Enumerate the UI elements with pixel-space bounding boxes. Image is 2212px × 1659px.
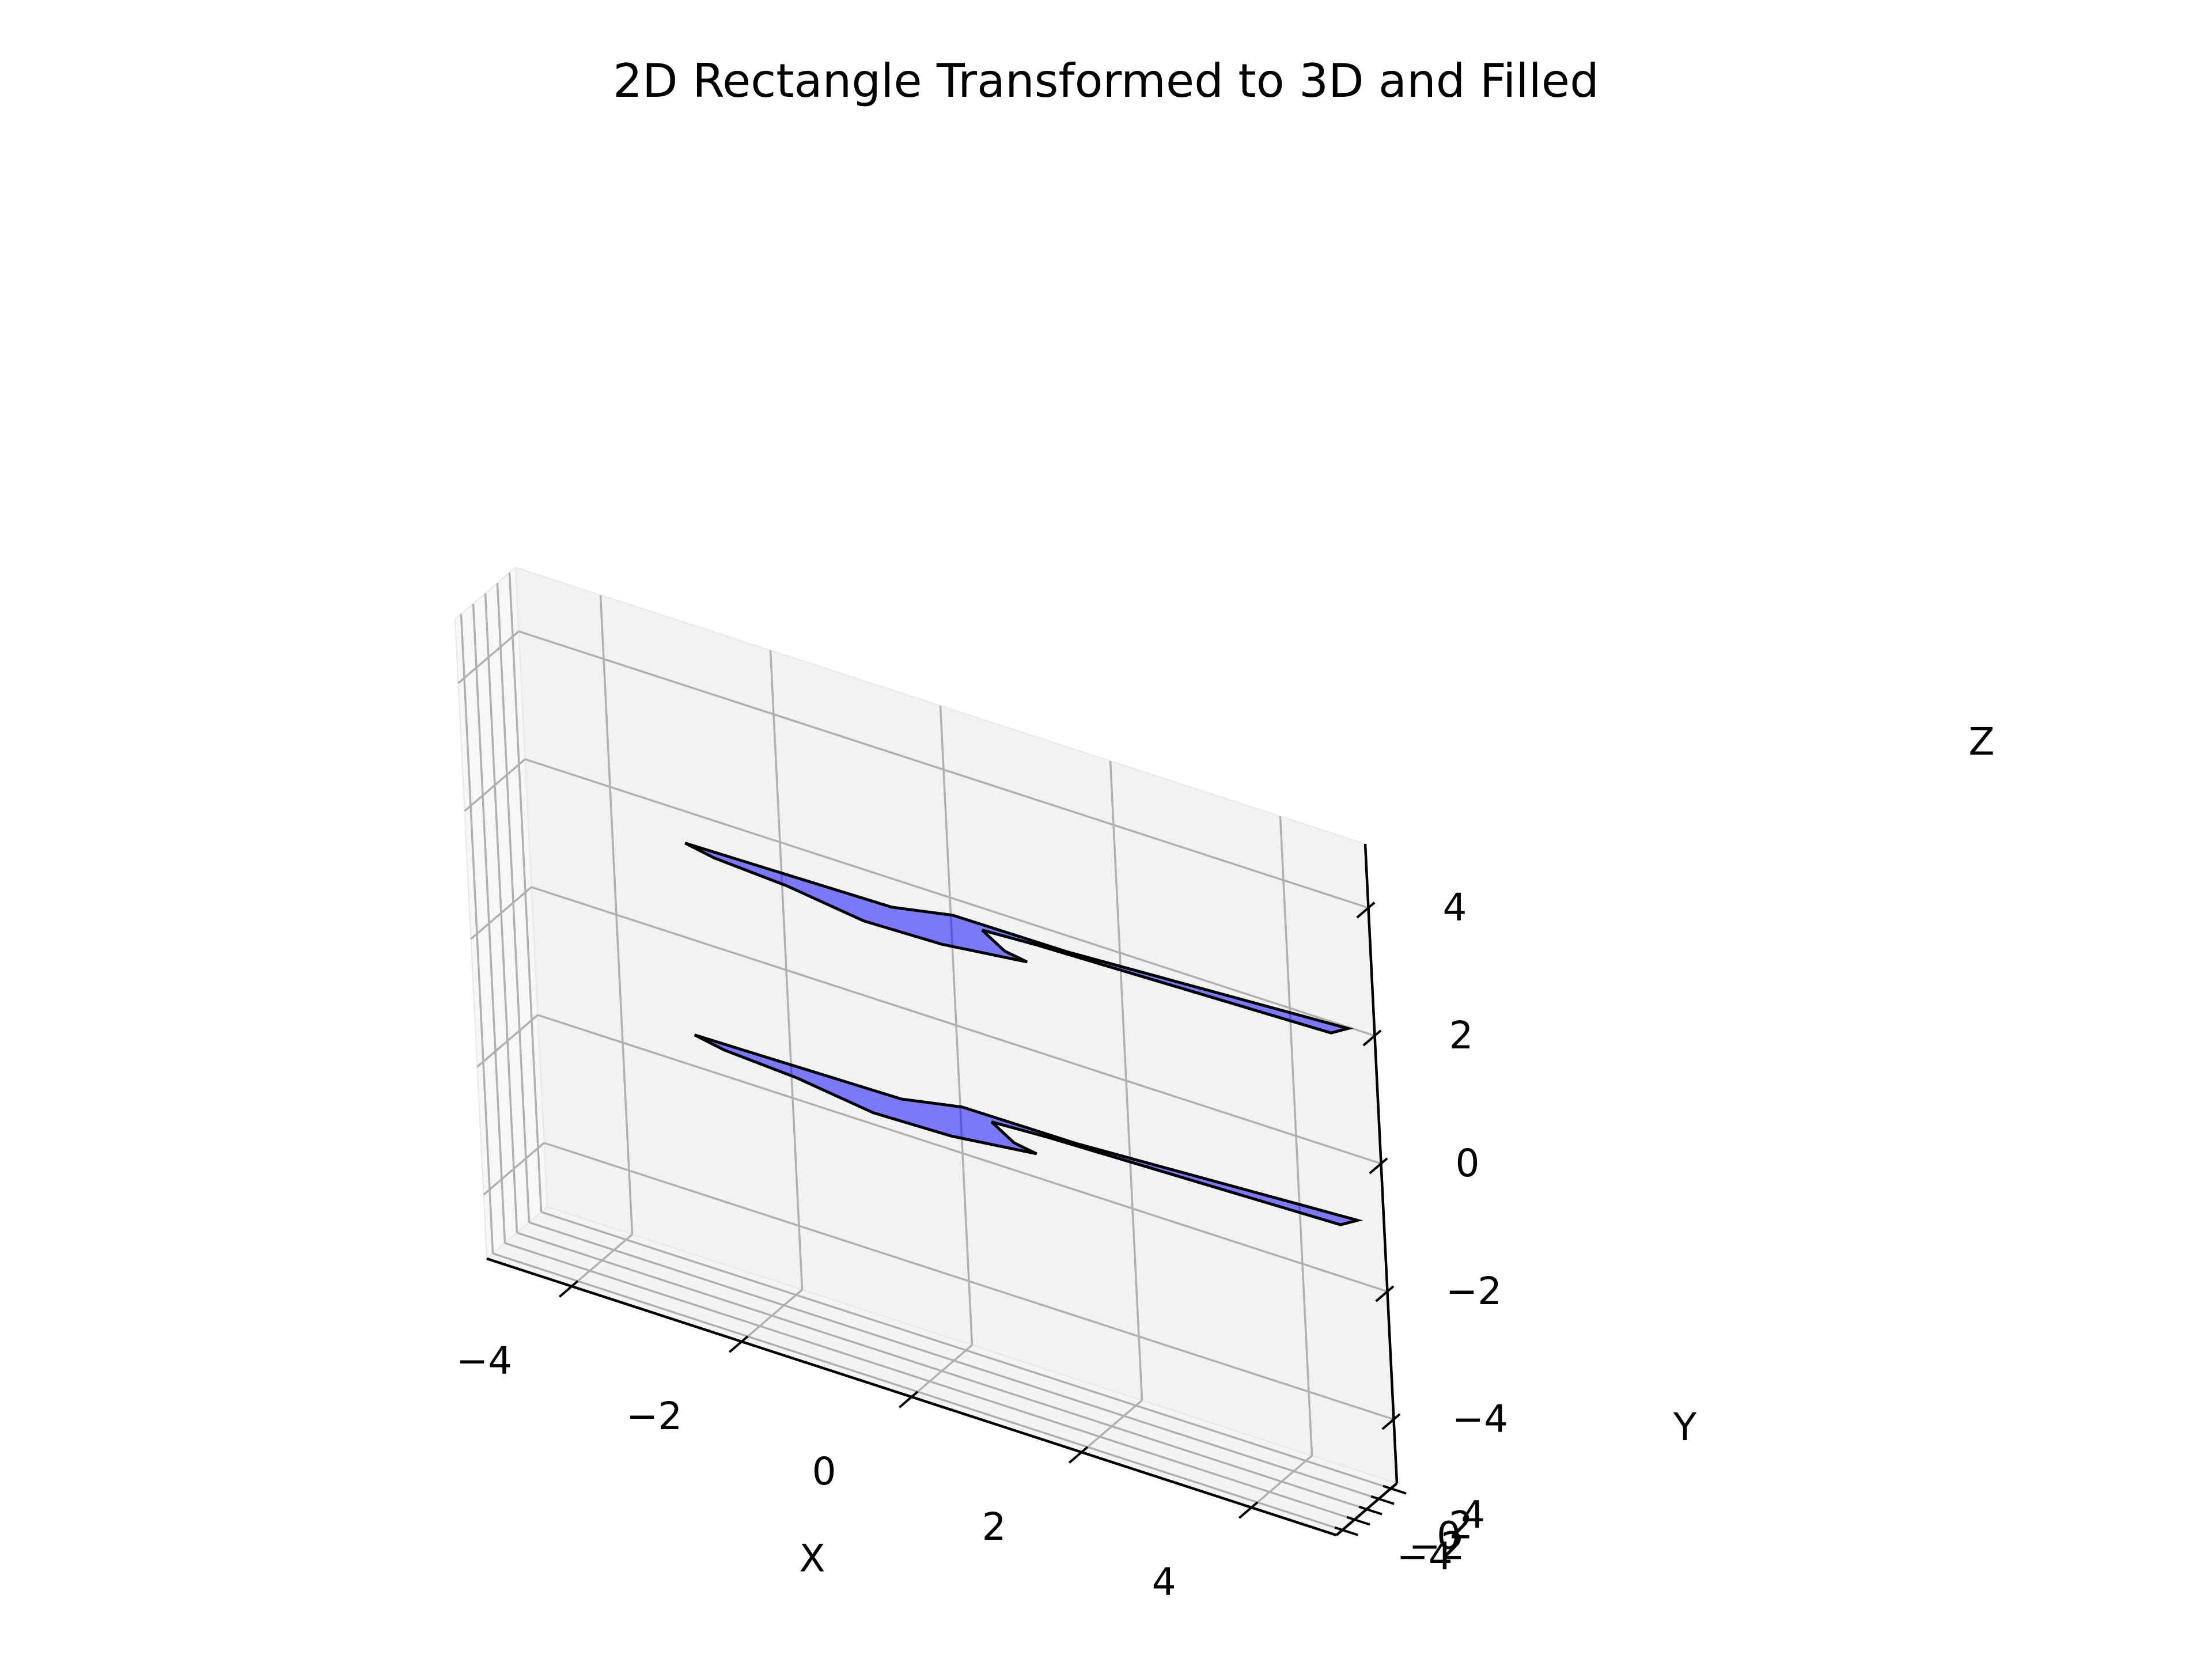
- z-tick-mark: [1362, 1029, 1382, 1047]
- grid-line-z-back: [531, 886, 1382, 1165]
- z-tick-mark: [1369, 1157, 1388, 1175]
- z-axis-label: Z: [1968, 719, 1994, 764]
- grid-line-z-back: [524, 758, 1376, 1037]
- y-tick-label: −2: [1408, 1524, 1464, 1568]
- z-tick-mark: [1356, 902, 1376, 919]
- x-tick-mark: [1238, 1501, 1259, 1519]
- z-tick-label: 0: [1456, 1141, 1480, 1185]
- y-tick-label: 4: [1461, 1493, 1485, 1537]
- z-tick-label: 4: [1443, 885, 1467, 930]
- y-tick-mark: [1370, 1495, 1395, 1505]
- data-shapes: [684, 842, 1363, 1226]
- y-tick-mark: [1334, 1526, 1358, 1536]
- filled-polygon: [684, 842, 1354, 1035]
- grid-line-y-floor: [516, 1232, 1368, 1510]
- grid-line-z-left: [457, 630, 520, 684]
- y-tick-mark: [1382, 1484, 1407, 1495]
- x-tick-mark: [898, 1391, 919, 1408]
- z-tick-mark: [1375, 1285, 1395, 1302]
- x-tick-label: 2: [982, 1505, 1006, 1549]
- x-tick-mark: [558, 1280, 579, 1298]
- grid-line-z-left: [476, 1014, 539, 1068]
- y-tick-label: 0: [1437, 1513, 1461, 1558]
- x-tick-label: −2: [626, 1394, 682, 1438]
- y-tick-label: 2: [1449, 1503, 1473, 1547]
- grid-line-y-floor: [504, 1242, 1355, 1521]
- x-axis-label: X: [799, 1536, 825, 1581]
- y-tick-mark: [1358, 1505, 1382, 1516]
- x-tick-label: 4: [1152, 1560, 1176, 1604]
- grid-line-z-left: [464, 758, 526, 812]
- grid-line-y-floor: [540, 1211, 1392, 1490]
- grid-line-z-back: [537, 1014, 1388, 1293]
- grid-line-y-floor: [528, 1221, 1380, 1500]
- z-tick-label: −2: [1446, 1269, 1502, 1313]
- y-tick-mark: [1346, 1516, 1370, 1526]
- x-tick-label: −4: [456, 1339, 512, 1383]
- y-tick-label: −4: [1396, 1534, 1452, 1578]
- y-axis-label: Y: [1673, 1405, 1697, 1449]
- z-tick-label: −4: [1452, 1397, 1508, 1441]
- chart-title: 2D Rectangle Transformed to 3D and Fille…: [613, 54, 1599, 108]
- axis-panes: [454, 566, 1399, 1536]
- filled-polygon: [694, 1033, 1363, 1226]
- gridlines: [457, 572, 1395, 1531]
- grid-line-z-left: [470, 886, 532, 940]
- z-tick-label: 2: [1449, 1013, 1474, 1058]
- x-tick-mark: [728, 1335, 749, 1353]
- x-tick-label: 0: [812, 1449, 836, 1494]
- z-tick-mark: [1381, 1413, 1401, 1430]
- x-tick-mark: [1068, 1446, 1089, 1464]
- grid-line-z-back: [543, 1142, 1395, 1421]
- grid-line-z-left: [483, 1142, 545, 1196]
- grid-line-z-back: [518, 630, 1369, 909]
